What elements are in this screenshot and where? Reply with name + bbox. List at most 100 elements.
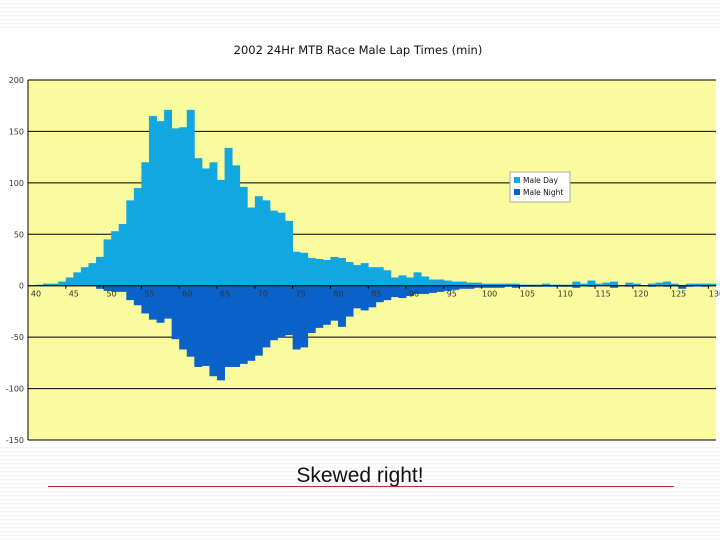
bar-male-night: [700, 285, 709, 287]
bar-male-night: [239, 285, 248, 364]
bar-male-night: [489, 285, 498, 288]
bar-male-day: [693, 283, 702, 286]
bar-male-day: [247, 207, 256, 286]
x-tick-label: 90: [409, 290, 419, 299]
bar-male-night: [330, 285, 339, 321]
bar-male-day: [360, 263, 369, 286]
y-tick-label: -150: [6, 436, 24, 445]
bar-male-day: [564, 284, 573, 286]
bar-male-night: [511, 285, 520, 288]
bar-male-night: [148, 285, 157, 320]
bar-male-night: [542, 285, 551, 287]
bar-male-night: [504, 285, 513, 287]
caption-underline: [48, 486, 674, 487]
bar-male-night: [368, 285, 377, 308]
bar-male-day: [133, 188, 142, 286]
x-tick-label: 125: [671, 290, 686, 299]
bar-male-night: [663, 285, 672, 287]
bar-male-day: [164, 109, 173, 286]
x-tick-label: 115: [595, 290, 610, 299]
bar-male-day: [269, 210, 278, 286]
bar-male-day: [458, 281, 467, 286]
bar-male-night: [315, 285, 324, 328]
bar-male-night: [285, 285, 294, 336]
x-tick-label: 70: [258, 290, 268, 299]
bar-male-day: [35, 284, 44, 286]
bar-male-night: [451, 285, 460, 290]
bar-male-night: [572, 285, 581, 288]
bar-male-night: [111, 285, 120, 292]
bar-male-day: [148, 116, 157, 286]
bar-male-day: [413, 272, 422, 286]
bar-male-night: [398, 285, 407, 299]
bar-male-night: [345, 285, 354, 317]
bar-male-day: [647, 283, 656, 286]
bar-male-night: [217, 285, 225, 381]
x-tick-label: 75: [296, 290, 306, 299]
bar-male-night: [118, 285, 127, 292]
x-tick-label: 50: [107, 290, 117, 299]
bar-male-day: [307, 257, 316, 286]
bar-male-day: [201, 168, 210, 286]
bar-male-day: [406, 277, 414, 286]
bar-male-day: [549, 284, 558, 286]
bar-male-night: [557, 285, 566, 287]
bar-male-night: [390, 285, 399, 298]
bar-male-day: [262, 200, 271, 286]
y-tick-label: -50: [11, 333, 24, 342]
bar-male-day: [436, 279, 445, 286]
bar-male-day: [602, 282, 611, 286]
bar-male-day: [504, 283, 513, 286]
bar-male-night: [647, 285, 656, 287]
bar-male-day: [292, 251, 301, 286]
x-tick-label: 105: [520, 290, 535, 299]
bar-male-day: [43, 283, 52, 286]
bar-male-night: [300, 285, 309, 348]
bar-male-day: [443, 280, 452, 286]
legend-swatch: [514, 177, 520, 183]
bar-male-day: [428, 279, 437, 286]
bar-male-day: [330, 256, 339, 286]
bar-male-day: [58, 281, 67, 286]
bar-male-night: [156, 285, 165, 323]
bar-male-night: [171, 285, 180, 340]
bar-male-night: [224, 285, 233, 367]
bar-male-night: [254, 285, 263, 356]
x-tick-label: 55: [144, 290, 154, 299]
bar-male-night: [587, 285, 596, 287]
bar-male-night: [375, 285, 384, 303]
bar-male-night: [322, 285, 331, 325]
bar-male-day: [390, 277, 399, 286]
x-tick-label: 85: [371, 290, 381, 299]
bar-male-night: [474, 285, 483, 288]
slide-caption: Skewed right!: [296, 464, 424, 487]
bar-male-night: [126, 285, 135, 301]
bar-male-day: [579, 283, 588, 286]
legend-swatch: [514, 189, 520, 195]
bar-male-day: [322, 260, 331, 286]
legend-label: Male Night: [523, 188, 563, 197]
bar-male-night: [564, 285, 573, 287]
chart-frame: 2002 24Hr MTB Race Male Lap Times (min) -…: [0, 28, 720, 446]
bar-male-night: [406, 285, 414, 296]
bar-male-day: [625, 282, 634, 286]
bar-male-day: [88, 263, 97, 286]
chart-title: 2002 24Hr MTB Race Male Lap Times (min): [234, 43, 483, 57]
bar-male-day: [179, 127, 188, 286]
bar-male-day: [345, 262, 354, 286]
x-tick-label: 130: [709, 290, 720, 299]
bar-male-night: [262, 285, 271, 348]
bar-male-day: [398, 275, 407, 286]
bar-male-night: [549, 285, 558, 287]
bar-male-night: [610, 285, 619, 288]
bar-male-night: [103, 285, 112, 291]
y-tick-label: -100: [6, 385, 24, 394]
bar-male-day: [300, 252, 309, 286]
bar-male-day: [663, 281, 672, 286]
bar-male-day: [466, 282, 475, 286]
bar-male-day: [186, 109, 195, 286]
bar-male-day: [217, 179, 225, 286]
bar-male-night: [247, 285, 256, 361]
bar-male-day: [315, 258, 324, 286]
bar-male-night: [353, 285, 362, 309]
